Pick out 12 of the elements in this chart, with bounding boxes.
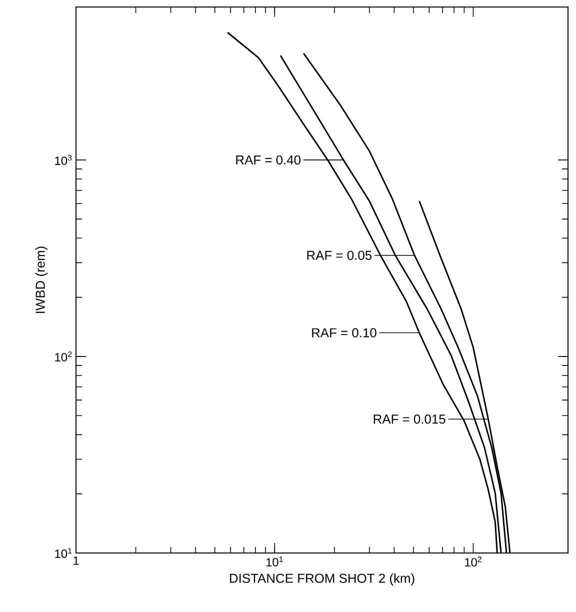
legend-label: RAF = 0.015 bbox=[374, 414, 446, 424]
y-tick-label: 10$^{2}$ bbox=[55, 351, 72, 362]
x-tick-label: 1 bbox=[74, 556, 79, 565]
y-tick-label: 10$^{3}$ bbox=[55, 154, 72, 165]
legend-label: RAF = 0.05 bbox=[307, 250, 372, 260]
x-axis-title: DISTANCE FROM SHOT 2 (km) bbox=[230, 573, 414, 586]
x-tick-label: 10$^{2}$ bbox=[465, 556, 482, 567]
y-tick-label: 10$^{1}$ bbox=[55, 548, 72, 558]
y-axis-title: IWBD (rem) bbox=[35, 246, 48, 313]
x-tick-label: 10$^{1}$ bbox=[266, 556, 283, 566]
legend-label: RAF = 0.10 bbox=[312, 328, 376, 338]
legend-label: RAF = 0.40 bbox=[236, 155, 301, 165]
